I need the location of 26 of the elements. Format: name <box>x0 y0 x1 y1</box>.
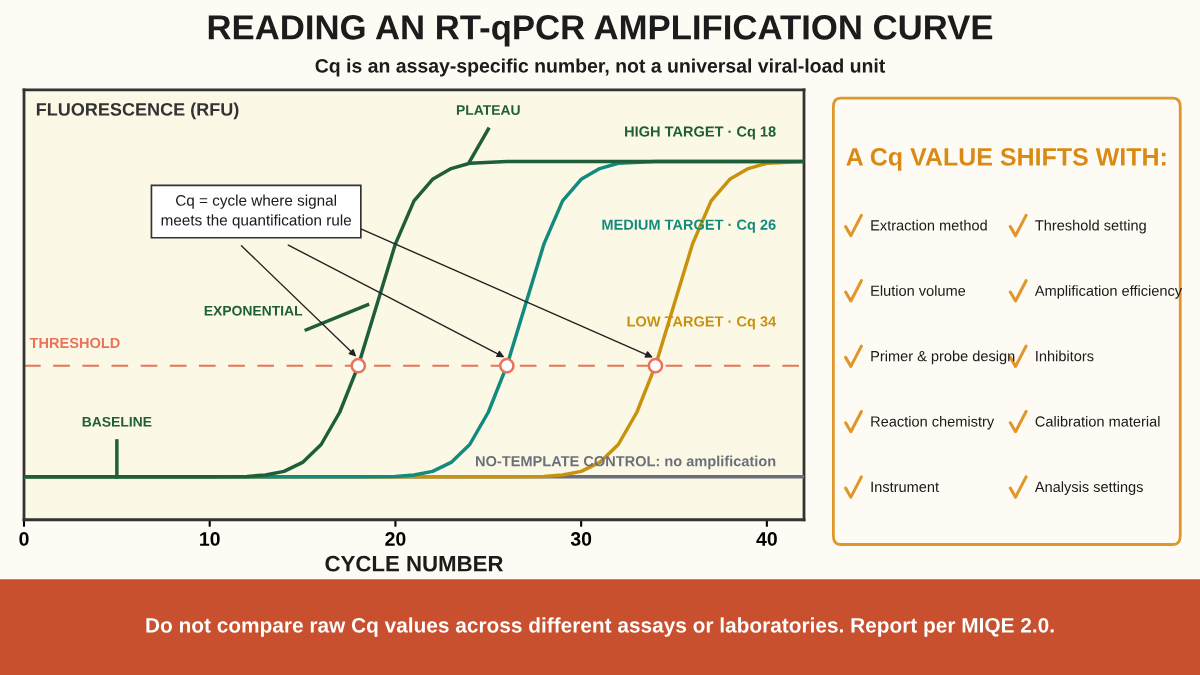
text: Inhibitors <box>1036 350 1094 362</box>
x-tick-label: 10 <box>200 532 220 546</box>
chart-subtitle: Cq is an assay-specific number, not a universal viral-load unit <box>315 58 886 77</box>
annotation: BASELINE <box>82 416 152 427</box>
text: Analysis settings <box>1034 481 1143 495</box>
y-axis-title: FLUORESCENCE (RFU) <box>36 102 239 120</box>
text: Reaction chemistry <box>871 415 995 430</box>
x-axis-title: CYCLE NUMBER <box>325 555 504 572</box>
text: Instrument <box>871 481 939 493</box>
text: Threshold setting <box>1035 219 1146 234</box>
series-label: HIGH TARGET · Cq 18 <box>625 126 776 140</box>
text: Calibration material <box>1035 415 1160 427</box>
text: Primer & probe design <box>871 350 1015 365</box>
text: Extraction method <box>871 219 987 231</box>
text: A Cq VALUE SHIFTS WITH: <box>846 147 1166 171</box>
x-tick-label: 20 <box>385 532 406 546</box>
ref-line-label: THRESHOLD <box>29 337 120 349</box>
annotation: EXPONENTIAL <box>204 305 303 316</box>
annotation: PLATEAU <box>456 105 520 115</box>
annotation: Cq = cycle where signal meets the quantification rule <box>161 194 352 229</box>
text: Elution volume <box>871 285 966 296</box>
x-tick-label: 30 <box>570 532 592 546</box>
text: Do not compare raw Cq values across different assays or laboratories. Report per MIQE 2.0. <box>146 617 1054 637</box>
chart-title: READING AN RT-qPCR AMPLIFICATION CURVE <box>208 15 993 47</box>
x-tick-label: 0 <box>19 532 29 546</box>
x-tick-label: 40 <box>756 532 777 546</box>
